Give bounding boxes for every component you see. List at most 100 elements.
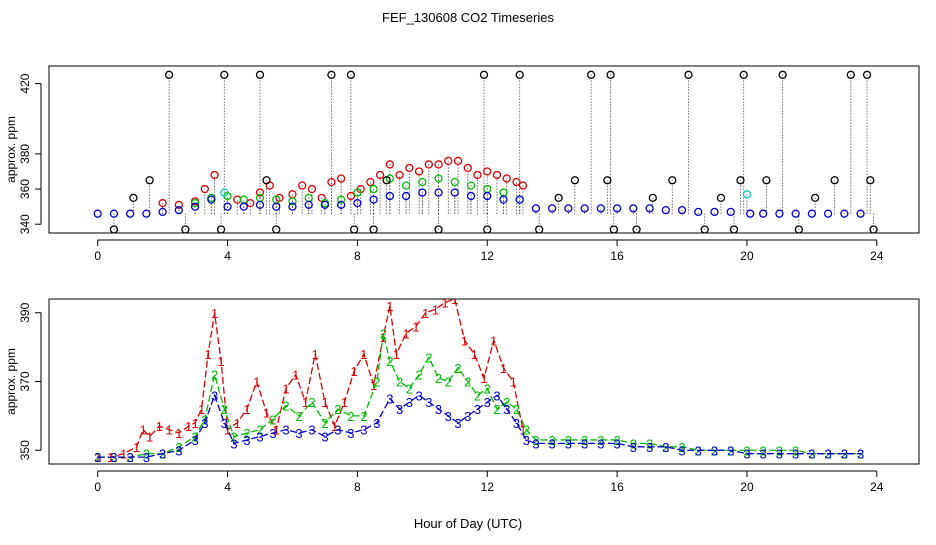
point-marker-3: 3 xyxy=(201,416,208,431)
point-marker-1: 1 xyxy=(120,447,127,462)
point-outliers xyxy=(570,176,580,185)
point-marker-2: 2 xyxy=(269,412,276,427)
point-marker-3: 3 xyxy=(662,440,669,455)
point-3 xyxy=(385,191,395,201)
point-marker-1: 1 xyxy=(253,375,260,390)
point-marker-1: 1 xyxy=(224,423,231,438)
point-marker-3: 3 xyxy=(308,423,315,438)
series-line-3 xyxy=(97,393,861,458)
point-marker-3: 3 xyxy=(282,423,289,438)
point-3 xyxy=(466,191,476,201)
point-3 xyxy=(775,209,784,218)
point-marker-3: 3 xyxy=(464,409,471,424)
point-3 xyxy=(142,209,151,218)
point-marker-2: 2 xyxy=(503,395,510,410)
point-marker-1: 1 xyxy=(263,405,270,420)
point-marker-1: 1 xyxy=(500,361,507,376)
point-3 xyxy=(223,202,232,211)
point-3 xyxy=(531,204,541,213)
point-marker-2: 2 xyxy=(630,436,637,451)
point-marker-2: 2 xyxy=(464,375,471,390)
point-3 xyxy=(856,209,865,218)
point-3 xyxy=(807,209,817,218)
point-marker-3: 3 xyxy=(808,447,815,462)
point-marker-1: 1 xyxy=(273,423,280,438)
point-marker-2: 2 xyxy=(425,350,432,365)
point-3 xyxy=(629,204,638,213)
point-marker-2: 2 xyxy=(493,402,500,417)
point-marker-3: 3 xyxy=(646,440,653,455)
point-marker-3: 3 xyxy=(159,447,166,462)
point-marker-3: 3 xyxy=(776,447,783,462)
point-3 xyxy=(612,204,622,213)
point-marker-2: 2 xyxy=(396,375,403,390)
x-tick-label: 4 xyxy=(224,249,231,263)
point-outliers xyxy=(181,225,190,233)
point-1 xyxy=(405,163,414,173)
point-outliers xyxy=(369,225,378,233)
point-1 xyxy=(424,160,433,169)
point-1 xyxy=(473,170,482,180)
point-marker-2: 2 xyxy=(474,388,481,403)
point-marker-1: 1 xyxy=(393,347,400,362)
point-marker-3: 3 xyxy=(597,436,604,451)
point-3 xyxy=(288,202,297,211)
x-tick-label: 16 xyxy=(610,249,624,263)
point-marker-1: 1 xyxy=(370,378,377,393)
point-outliers xyxy=(869,225,878,233)
point-marker-3: 3 xyxy=(415,388,422,403)
point-1 xyxy=(483,167,492,176)
point-marker-3: 3 xyxy=(792,447,799,462)
point-marker-3: 3 xyxy=(221,416,228,431)
point-3 xyxy=(450,188,459,197)
point-outliers xyxy=(350,225,359,233)
point-2 xyxy=(466,181,476,190)
point-1 xyxy=(518,181,528,190)
point-outliers xyxy=(129,193,138,202)
point-marker-2: 2 xyxy=(646,436,653,451)
point-marker-3: 3 xyxy=(727,443,734,458)
point-marker-3: 3 xyxy=(743,447,750,462)
point-3 xyxy=(93,209,102,218)
point-outliers xyxy=(810,193,820,202)
point-marker-1: 1 xyxy=(331,419,338,434)
point-marker-2: 2 xyxy=(792,443,799,458)
point-marker-3: 3 xyxy=(581,436,588,451)
point-1 xyxy=(463,163,472,173)
point-marker-2: 2 xyxy=(373,375,380,390)
point-marker-1: 1 xyxy=(140,423,147,438)
point-1 xyxy=(200,184,209,194)
point-marker-1: 1 xyxy=(490,333,497,348)
point-2 xyxy=(418,177,427,187)
point-outliers xyxy=(736,176,745,185)
point-2 xyxy=(369,184,378,194)
point-3 xyxy=(158,207,167,217)
point-1 xyxy=(158,198,167,208)
point-marker-3: 3 xyxy=(549,436,556,451)
point-marker-1: 1 xyxy=(351,364,358,379)
point-3 xyxy=(548,204,557,213)
point-outliers xyxy=(739,70,748,79)
point-marker-3: 3 xyxy=(678,443,685,458)
point-3 xyxy=(564,204,573,213)
point-marker-1: 1 xyxy=(480,371,487,386)
point-marker-2: 2 xyxy=(454,361,461,376)
point-marker-3: 3 xyxy=(565,436,572,451)
point-3 xyxy=(304,200,313,210)
point-1 xyxy=(366,177,375,187)
point-marker-2: 2 xyxy=(841,447,848,462)
point-marker-2: 2 xyxy=(175,440,182,455)
point-3 xyxy=(645,204,654,213)
point-3 xyxy=(661,205,670,215)
point-marker-1: 1 xyxy=(282,381,289,396)
point-1 xyxy=(385,160,395,169)
point-1 xyxy=(375,170,385,180)
point-marker-1: 1 xyxy=(519,423,526,438)
point-marker-3: 3 xyxy=(445,409,452,424)
point-marker-1: 1 xyxy=(243,402,250,417)
point-marker-3: 3 xyxy=(334,423,341,438)
point-1 xyxy=(395,170,404,180)
point-marker-3: 3 xyxy=(94,450,101,465)
